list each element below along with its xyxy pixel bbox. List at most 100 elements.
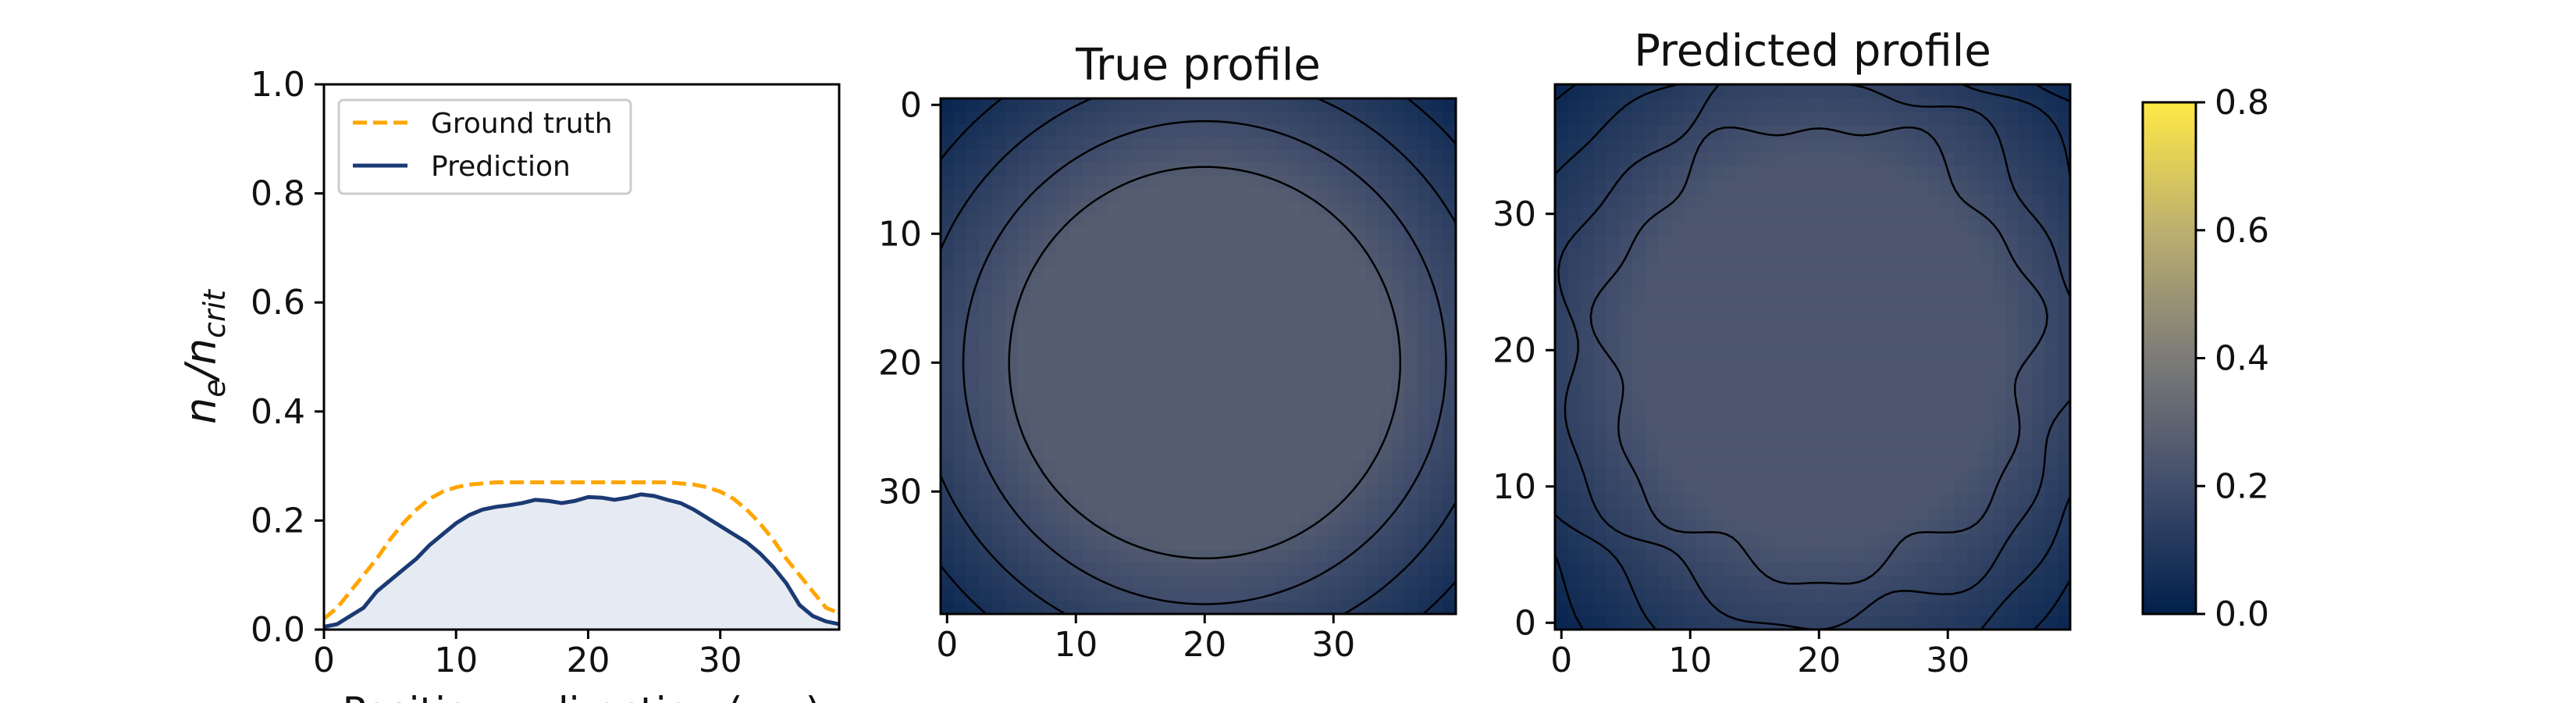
heatmap-cell [1555,275,1569,290]
heatmap-cell [1864,275,1878,290]
heatmap-cell [2044,152,2058,167]
heatmap-cell [1735,220,1749,235]
heatmap-cell [1056,150,1070,164]
heatmap-cell [1645,248,1659,262]
heatmap-cell [1288,601,1302,614]
heatmap-cell [1787,302,1801,317]
heatmap-cell [1838,438,1852,453]
heatmap-cell [1928,138,1942,153]
heatmap-cell [1262,202,1276,216]
heatmap-cell [1030,202,1044,216]
heatmap-cell [1864,561,1878,576]
heatmap-cell [979,137,993,151]
heatmap-cell [1902,248,1916,262]
heatmap-cell [1632,411,1646,426]
heatmap-cell [1645,330,1659,344]
heatmap-cell [1121,498,1135,512]
heatmap-cell [1799,248,1813,262]
heatmap-cell [1044,369,1058,383]
heatmap-cell [1121,266,1135,280]
heatmap-cell [992,394,1006,409]
heatmap-cell [1825,575,1839,590]
heatmap-cell [1018,162,1032,177]
heatmap-cell [1365,562,1379,576]
heatmap-cell [1121,369,1135,383]
heatmap-cell [1224,330,1238,344]
heatmap-cell [1276,601,1290,614]
heatmap-cell [1954,533,1968,548]
heatmap-cell [1030,485,1044,499]
heatmap-cell [1250,408,1264,422]
heatmap-cell [1005,266,1019,280]
heatmap-cell [1391,549,1405,563]
heatmap-cell [1941,398,1955,412]
heatmap-cell [1172,253,1187,267]
heatmap-frame [939,97,1457,616]
heatmap-cell [1276,356,1290,370]
heatmap-cell [1954,125,1968,140]
heatmap-cell [1890,398,1904,412]
heatmap-cell [1748,248,1762,262]
heatmap-cell [1658,261,1672,276]
heatmap-cell [1799,152,1813,167]
heatmap-cell [1262,356,1276,370]
heatmap-cell [1813,452,1827,467]
heatmap-cell [1301,537,1315,551]
heatmap-cell [1722,520,1736,535]
heatmap-cell [1005,188,1019,202]
heatmap-cell [1211,523,1225,537]
heatmap-cell [1430,511,1444,525]
heatmap-cell [1555,234,1569,248]
heatmap-cell [1185,549,1199,563]
heatmap-cell [1864,548,1878,562]
heatmap-cell [1288,356,1302,370]
heatmap-cell [1082,420,1096,434]
heatmap-cell [1082,240,1096,254]
heatmap-cell [1825,220,1839,235]
heatmap-cell [2044,616,2058,630]
heatmap-cell [1185,343,1199,357]
heatmap-cell [1391,176,1405,190]
heatmap-cell [1121,343,1135,357]
heatmap-cell [1813,261,1827,276]
heatmap-cell [1696,343,1710,358]
heatmap-cell [1018,408,1032,422]
heatmap-cell [1619,288,1633,303]
heatmap-cell [1133,511,1147,525]
heatmap-cell [1838,575,1852,590]
heatmap-cell [1606,343,1621,358]
heatmap-cell [1799,166,1813,180]
heatmap-cell [1276,150,1290,164]
heatmap-cell [1288,434,1302,448]
heatmap-cell [1005,317,1019,331]
heatmap-cell [1159,382,1173,396]
heatmap-cell [1133,214,1147,228]
heatmap-cell [1391,291,1405,305]
heatmap-cell [1787,398,1801,412]
heatmap-cell [1353,523,1367,537]
heatmap-cell [1916,316,1930,330]
heatmap-cell [1632,602,1646,617]
heatmap-cell [1030,562,1044,576]
heatmap-cell [1198,485,1212,499]
heatmap-cell [1645,575,1659,590]
heatmap-cell [1813,138,1827,153]
heatmap-cell [1993,275,2007,290]
heatmap-cell [1159,434,1173,448]
heatmap-cell [1632,493,1646,508]
heatmap-cell [1250,202,1264,216]
heatmap-cell [979,575,993,589]
heatmap-cell [1761,84,1775,99]
heatmap-cell [1005,240,1019,254]
heatmap-cell [1224,253,1238,267]
heatmap-cell [1236,446,1251,460]
heatmap-cell [1430,330,1444,344]
heatmap-cell [1710,370,1724,385]
heatmap-cell [1301,408,1315,422]
heatmap-cell [1159,472,1173,486]
heatmap-cell [2057,616,2070,630]
heatmap-cell [1813,616,1827,630]
heatmap-cell [1262,485,1276,499]
heatmap-cell [1645,98,1659,112]
heatmap-cell [1236,279,1251,293]
